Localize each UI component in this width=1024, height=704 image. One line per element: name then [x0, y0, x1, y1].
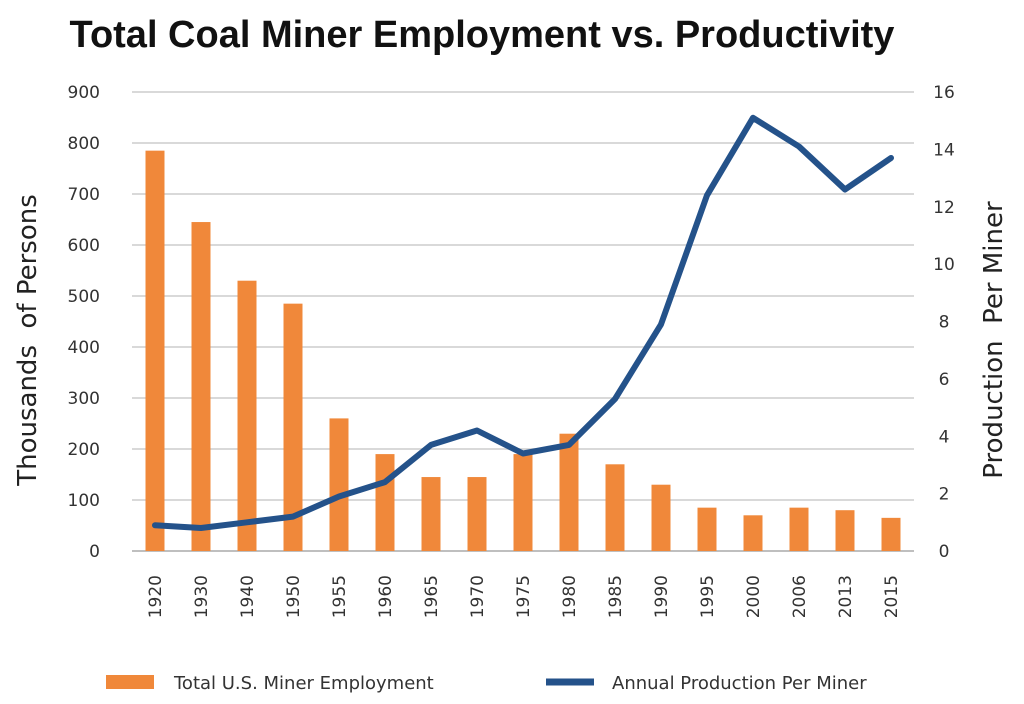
x-tick-label: 2006: [790, 575, 810, 618]
line-series: [152, 114, 894, 531]
right-tick-label: 16: [933, 83, 955, 103]
x-tick-label: 1920: [146, 575, 166, 618]
line-point-1975: [522, 452, 524, 455]
x-tick-label: 2015: [882, 575, 902, 618]
x-tick-label: 1930: [192, 575, 212, 618]
bar-1940: [237, 280, 257, 551]
bar-2015: [881, 517, 901, 551]
x-tick-label: 2000: [744, 575, 764, 618]
right-tick-label: 2: [939, 485, 950, 505]
line-point-1970: [476, 429, 478, 432]
line-point-2000: [752, 116, 754, 119]
line-point-2006: [798, 145, 800, 148]
legend-bar-swatch: [106, 675, 154, 689]
x-axis-ticks: 1920 1930 1940 1950 1955 1960 1965 1970 1975 1980…: [146, 575, 902, 618]
bar-1950: [283, 303, 303, 551]
bar-1920: [145, 150, 165, 551]
left-tick-label: 200: [68, 440, 100, 460]
bar-2000: [743, 515, 763, 551]
left-tick-label: 900: [68, 83, 100, 103]
right-tick-label: 10: [933, 255, 955, 275]
line-point-1940: [246, 521, 248, 524]
right-axis-ticks: 0 2 4 6 8 10 12 14 16: [933, 83, 955, 562]
bar-1995: [697, 507, 717, 551]
x-tick-label: 1980: [560, 575, 580, 618]
legend-bar-label: Total U.S. Miner Employment: [173, 673, 434, 694]
bar-2013: [835, 510, 855, 551]
left-tick-label: 500: [68, 287, 100, 307]
line-point-1960: [384, 481, 386, 484]
right-tick-label: 0: [939, 542, 950, 562]
gridlines: [132, 91, 914, 552]
line-point-1965: [430, 443, 432, 446]
left-tick-label: 0: [89, 542, 100, 562]
line-point-1980: [568, 443, 570, 446]
line-point-1995: [706, 194, 708, 197]
right-tick-label: 8: [939, 313, 950, 333]
bar-1960: [375, 454, 395, 551]
left-tick-label: 400: [68, 338, 100, 358]
line-point-1930: [200, 527, 202, 530]
left-tick-label: 700: [68, 185, 100, 205]
left-axis-ticks: 0 100 200 300 400 500 600 700 800 900: [68, 83, 100, 562]
bar-2006: [789, 507, 809, 551]
bar-1930: [191, 222, 211, 552]
bar-series: [145, 150, 901, 552]
line-point-1920: [154, 524, 156, 527]
right-axis-label: Production Per Miner: [979, 201, 1009, 479]
x-tick-label: 1970: [468, 575, 488, 618]
bar-1955: [329, 418, 349, 551]
left-tick-label: 300: [68, 389, 100, 409]
legend-line-label: Annual Production Per Miner: [612, 673, 867, 694]
x-tick-label: 1955: [330, 575, 350, 618]
line-point-1955: [338, 495, 340, 498]
line-point-1985: [614, 397, 616, 400]
line-point-2013: [844, 188, 846, 191]
x-tick-label: 1975: [514, 575, 534, 618]
right-tick-label: 4: [939, 427, 950, 447]
legend: Total U.S. Miner Employment Annual Produ…: [106, 673, 867, 694]
x-tick-label: 1995: [698, 575, 718, 618]
right-tick-label: 6: [939, 370, 950, 390]
left-tick-label: 100: [68, 491, 100, 511]
x-tick-label: 2013: [836, 575, 856, 618]
x-tick-label: 1960: [376, 575, 396, 618]
line-point-1990: [660, 323, 662, 326]
line-point-1950: [292, 515, 294, 518]
bar-1970: [467, 477, 487, 551]
x-tick-label: 1965: [422, 575, 442, 618]
bar-1990: [651, 484, 671, 551]
left-tick-label: 600: [68, 236, 100, 256]
left-axis-label: Thousands of Persons: [13, 194, 43, 487]
x-tick-label: 1940: [238, 575, 258, 618]
bar-1980: [559, 433, 579, 551]
bar-1975: [513, 454, 533, 551]
bar-1985: [605, 464, 625, 551]
chart-title: Total Coal Miner Employment vs. Producti…: [70, 14, 895, 56]
right-tick-label: 12: [933, 198, 955, 218]
left-tick-label: 800: [68, 134, 100, 154]
x-tick-label: 1950: [284, 575, 304, 618]
right-tick-label: 14: [933, 140, 955, 160]
bar-1965: [421, 477, 441, 551]
x-tick-label: 1985: [606, 575, 626, 618]
line-point-2015: [890, 156, 892, 159]
x-tick-label: 1990: [652, 575, 672, 618]
